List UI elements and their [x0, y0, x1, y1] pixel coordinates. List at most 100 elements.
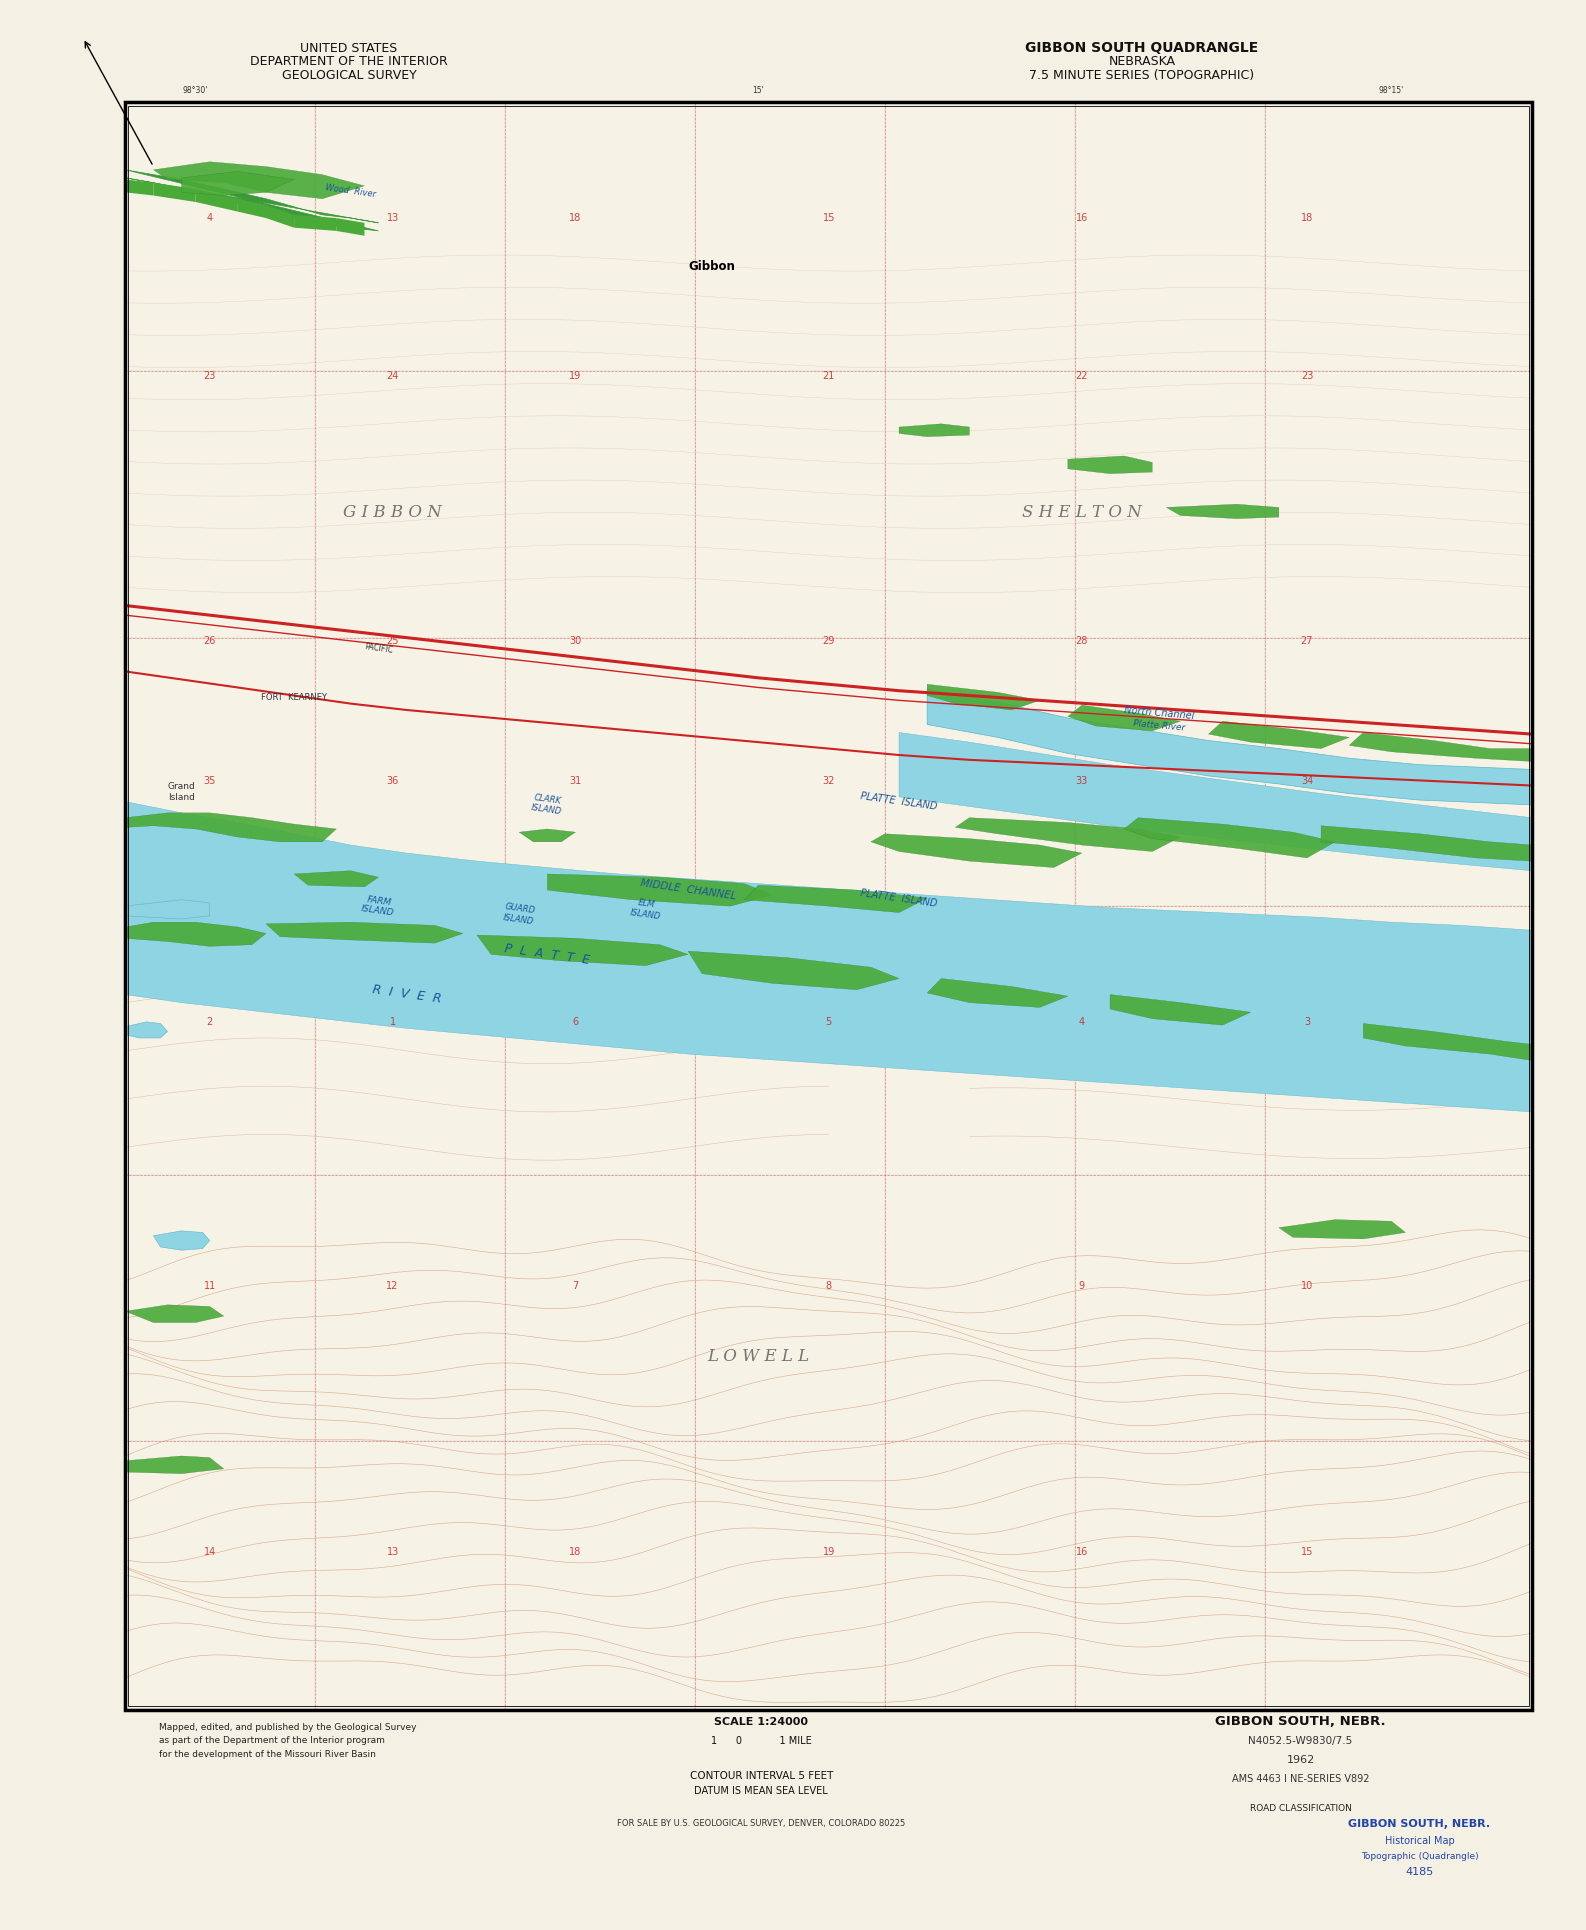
Text: 14: 14	[203, 1548, 216, 1558]
Text: CONTOUR INTERVAL 5 FEET: CONTOUR INTERVAL 5 FEET	[690, 1770, 833, 1781]
Text: 5: 5	[826, 1017, 831, 1027]
Polygon shape	[744, 886, 928, 913]
Text: 15: 15	[823, 212, 834, 224]
Polygon shape	[125, 1305, 224, 1322]
Text: 23: 23	[203, 371, 216, 380]
Text: ELM
ISLAND: ELM ISLAND	[630, 897, 663, 921]
Text: 19: 19	[823, 1548, 834, 1558]
Polygon shape	[688, 951, 899, 990]
Text: 2: 2	[206, 1017, 213, 1027]
Text: 21: 21	[823, 371, 834, 380]
Text: 19: 19	[569, 371, 582, 380]
Polygon shape	[1278, 1220, 1405, 1239]
Text: 4185: 4185	[1405, 1866, 1434, 1878]
Text: Platte River: Platte River	[1132, 720, 1186, 733]
Text: North Channel: North Channel	[1124, 704, 1194, 722]
Text: 24: 24	[387, 371, 398, 380]
Polygon shape	[238, 199, 266, 218]
Polygon shape	[1209, 722, 1350, 749]
Polygon shape	[125, 170, 379, 232]
Polygon shape	[293, 214, 336, 232]
Text: 1: 1	[390, 1017, 395, 1027]
Polygon shape	[195, 189, 238, 212]
Text: S H E L T O N: S H E L T O N	[1021, 504, 1142, 521]
Text: DEPARTMENT OF THE INTERIOR: DEPARTMENT OF THE INTERIOR	[251, 56, 447, 68]
Polygon shape	[1166, 504, 1278, 519]
Polygon shape	[547, 874, 772, 907]
Text: L O W E L L: L O W E L L	[707, 1347, 809, 1365]
Polygon shape	[871, 834, 1082, 868]
Text: 1962: 1962	[1286, 1754, 1315, 1766]
Text: 15': 15'	[752, 85, 764, 95]
Text: PACIFIC: PACIFIC	[363, 643, 393, 656]
Text: 16: 16	[1075, 212, 1088, 224]
Text: P  L  A  T  T  E: P L A T T E	[504, 942, 592, 967]
Polygon shape	[125, 1455, 224, 1475]
Text: 13: 13	[387, 1548, 398, 1558]
Text: 30: 30	[569, 635, 582, 647]
Polygon shape	[154, 162, 365, 199]
Polygon shape	[1350, 733, 1532, 762]
Text: DATUM IS MEAN SEA LEVEL: DATUM IS MEAN SEA LEVEL	[695, 1785, 828, 1797]
Polygon shape	[125, 899, 209, 919]
Polygon shape	[125, 801, 1532, 1112]
Text: 98°30': 98°30'	[182, 85, 208, 95]
Text: MIDDLE  CHANNEL: MIDDLE CHANNEL	[639, 878, 736, 901]
Text: 32: 32	[823, 776, 834, 786]
Polygon shape	[125, 179, 154, 195]
Polygon shape	[125, 813, 336, 841]
Text: 12: 12	[387, 1280, 398, 1291]
Text: 11: 11	[203, 1280, 216, 1291]
Text: 8: 8	[826, 1280, 831, 1291]
Polygon shape	[1067, 704, 1180, 731]
Polygon shape	[1364, 1023, 1532, 1060]
Text: 10: 10	[1301, 1280, 1313, 1291]
Polygon shape	[336, 218, 365, 235]
Text: 25: 25	[387, 635, 398, 647]
Text: R  I  V  E  R: R I V E R	[371, 982, 442, 1006]
Polygon shape	[899, 425, 969, 436]
Text: N4052.5-W9830/7.5: N4052.5-W9830/7.5	[1248, 1735, 1353, 1747]
Polygon shape	[1124, 818, 1335, 859]
Polygon shape	[928, 979, 1067, 1007]
Text: GEOLOGICAL SURVEY: GEOLOGICAL SURVEY	[282, 69, 416, 81]
Text: GIBBON SOUTH QUADRANGLE: GIBBON SOUTH QUADRANGLE	[1025, 41, 1259, 56]
Polygon shape	[477, 934, 688, 965]
Text: 26: 26	[203, 635, 216, 647]
Text: FORT  KEARNEY: FORT KEARNEY	[262, 693, 327, 703]
Text: 1      0            1 MILE: 1 0 1 MILE	[711, 1735, 812, 1747]
Text: NEBRASKA: NEBRASKA	[1109, 56, 1175, 68]
Polygon shape	[125, 1021, 168, 1038]
Text: AMS 4463 I NE-SERIES V892: AMS 4463 I NE-SERIES V892	[1232, 1774, 1369, 1785]
Text: 98°15': 98°15'	[1378, 85, 1404, 95]
Text: 29: 29	[823, 635, 834, 647]
Text: Gibbon: Gibbon	[688, 261, 734, 272]
Polygon shape	[154, 183, 195, 203]
Text: 31: 31	[569, 776, 582, 786]
Text: FOR SALE BY U.S. GEOLOGICAL SURVEY, DENVER, COLORADO 80225: FOR SALE BY U.S. GEOLOGICAL SURVEY, DENV…	[617, 1820, 906, 1828]
Text: 18: 18	[569, 212, 582, 224]
Polygon shape	[1067, 455, 1153, 473]
Text: 3: 3	[1304, 1017, 1310, 1027]
Text: 16: 16	[1075, 1548, 1088, 1558]
Text: 34: 34	[1301, 776, 1313, 786]
Text: 28: 28	[1075, 635, 1088, 647]
Text: ROAD CLASSIFICATION: ROAD CLASSIFICATION	[1250, 1805, 1351, 1812]
Text: GUARD
ISLAND: GUARD ISLAND	[503, 903, 536, 926]
Text: as part of the Department of the Interior program: as part of the Department of the Interio…	[159, 1737, 384, 1745]
Text: 7: 7	[573, 1280, 579, 1291]
Polygon shape	[266, 923, 463, 944]
Text: 4: 4	[206, 212, 213, 224]
Text: 35: 35	[203, 776, 216, 786]
Text: PLATTE  ISLAND: PLATTE ISLAND	[860, 791, 937, 813]
Polygon shape	[293, 870, 379, 888]
Text: 6: 6	[573, 1017, 579, 1027]
Polygon shape	[928, 689, 1532, 805]
Text: 27: 27	[1301, 635, 1313, 647]
Polygon shape	[899, 733, 1532, 870]
Text: 7.5 MINUTE SERIES (TOPOGRAPHIC): 7.5 MINUTE SERIES (TOPOGRAPHIC)	[1029, 69, 1255, 81]
Text: CLARK
ISLAND: CLARK ISLAND	[531, 793, 565, 816]
Text: for the development of the Missouri River Basin: for the development of the Missouri Rive…	[159, 1751, 376, 1758]
Polygon shape	[955, 818, 1180, 851]
Text: 23: 23	[1301, 371, 1313, 380]
